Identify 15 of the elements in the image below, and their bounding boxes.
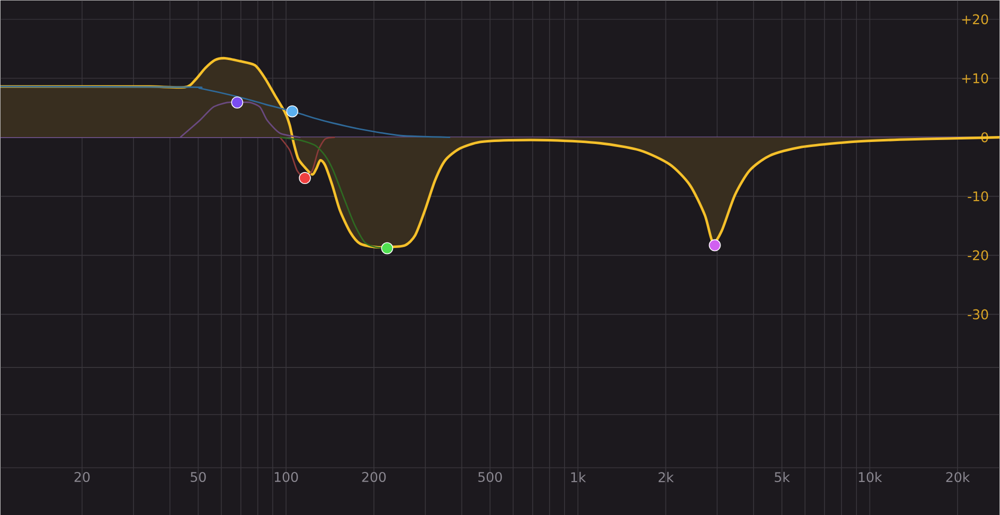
- y-tick-label: -20: [968, 250, 988, 260]
- x-tick-label: 20: [74, 472, 90, 482]
- x-tick-label: 10k: [858, 472, 882, 482]
- x-tick-label: 2k: [658, 472, 674, 482]
- x-tick-label: 5k: [774, 472, 790, 482]
- y-tick-label: +10: [962, 73, 988, 84]
- x-tick-label: 500: [478, 472, 502, 482]
- x-tick-label: 1k: [571, 472, 586, 482]
- y-tick-label: -30: [968, 309, 988, 320]
- x-tick-label: 100: [274, 472, 298, 482]
- x-tick-label: 20k: [946, 472, 970, 482]
- x-tick-label: 200: [362, 472, 386, 482]
- y-tick-label: +20: [962, 14, 988, 24]
- y-tick-label: -10: [968, 191, 988, 202]
- x-tick-label: 50: [190, 472, 206, 482]
